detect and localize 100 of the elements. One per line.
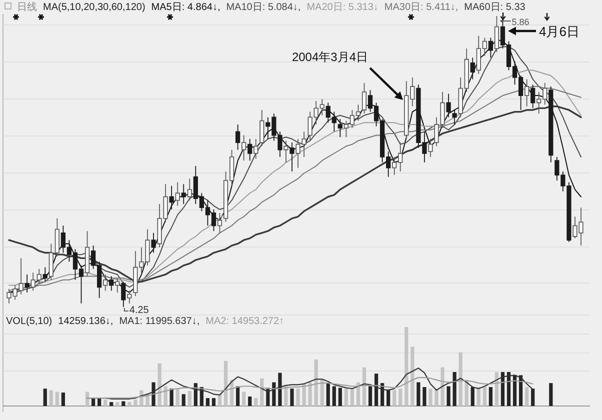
bar	[182, 394, 186, 406]
bar	[374, 374, 378, 406]
bar	[85, 392, 90, 406]
bar	[458, 352, 462, 406]
candlestick	[338, 118, 342, 138]
bar	[350, 388, 354, 406]
bar	[290, 388, 294, 406]
bar	[434, 388, 438, 406]
candlestick	[242, 134, 246, 162]
bar	[392, 390, 396, 406]
bar	[176, 388, 180, 406]
candlestick	[175, 182, 180, 206]
bar	[362, 367, 366, 406]
candlestick	[530, 84, 536, 109]
bar	[422, 387, 426, 406]
candlestick	[428, 138, 433, 158]
bar	[188, 390, 192, 406]
bar	[284, 386, 288, 406]
bar	[308, 382, 312, 406]
bar	[470, 387, 474, 406]
candlestick	[235, 124, 240, 150]
candlestick	[254, 138, 258, 160]
bar	[248, 396, 252, 406]
candlestick	[42, 266, 48, 282]
bar	[356, 382, 360, 406]
bar	[482, 387, 486, 406]
bar	[531, 388, 535, 406]
bar	[368, 386, 372, 406]
bar	[326, 383, 330, 406]
bar	[512, 375, 517, 406]
bar	[452, 372, 456, 406]
candlestick	[151, 232, 156, 254]
candlestick	[115, 278, 120, 293]
bar	[224, 360, 228, 406]
chart-title: 日线	[17, 1, 37, 13]
legend: MA5日: 4.864↓, MA10日: 5.084↓, MA20日: 5.313↓ MA30日: 5.411↓, MA60日: 5.33	[151, 2, 526, 13]
legend: 14259.136↓, MA1: 11995.637↓, MA2: 14953.272↑	[58, 316, 284, 327]
candlestick	[109, 276, 114, 292]
candlestick	[217, 212, 222, 234]
bar	[500, 372, 505, 406]
bar	[242, 392, 246, 406]
bar	[518, 375, 523, 406]
bar	[398, 388, 402, 406]
bar	[110, 402, 114, 406]
candlestick	[84, 230, 90, 277]
bar	[43, 388, 47, 406]
bar	[152, 382, 156, 406]
bar	[61, 392, 65, 406]
bar	[314, 359, 318, 406]
annotation: 5.86	[512, 17, 530, 27]
chart-title: VOL(5,10)	[6, 316, 52, 327]
bar	[128, 402, 132, 406]
bar	[116, 402, 120, 406]
candlestick	[248, 138, 252, 162]
bar	[549, 383, 553, 406]
candlestick	[103, 274, 108, 292]
candlestick	[452, 110, 457, 125]
bar	[104, 400, 108, 406]
bar	[386, 389, 390, 406]
candlestick	[494, 16, 500, 53]
bar	[134, 400, 138, 406]
bar	[158, 363, 162, 406]
bar	[254, 398, 258, 406]
bar	[218, 394, 222, 406]
bar	[91, 398, 96, 406]
bar	[302, 383, 306, 406]
bar	[332, 386, 336, 406]
bar	[320, 380, 324, 406]
bar	[344, 388, 348, 406]
candlestick	[127, 290, 132, 304]
candlestick	[260, 110, 264, 147]
bar	[278, 372, 282, 406]
bar	[206, 398, 210, 406]
annotation: 2004年3月4日	[292, 50, 368, 64]
candlestick	[187, 178, 192, 201]
bar	[170, 388, 174, 406]
bar	[49, 390, 53, 406]
bar	[122, 401, 126, 406]
candlestick	[488, 37, 493, 58]
bar	[55, 392, 59, 406]
bar	[236, 386, 240, 406]
candlestick	[548, 86, 554, 163]
annotation: 4.25	[129, 305, 150, 316]
bar	[506, 372, 511, 406]
bar	[404, 327, 408, 406]
candlestick	[470, 57, 475, 80]
candlestick	[181, 184, 186, 204]
bar	[98, 398, 102, 406]
candlestick	[284, 140, 288, 163]
bar	[260, 378, 264, 406]
annotation: 4月6日	[539, 24, 580, 39]
bar	[296, 388, 300, 406]
candlestick	[121, 281, 126, 308]
bar	[410, 346, 414, 406]
bar	[212, 398, 216, 406]
bar	[494, 372, 499, 406]
bar	[440, 367, 444, 406]
candlestick	[446, 93, 451, 118]
candlestick	[24, 274, 30, 293]
bar	[428, 388, 432, 406]
